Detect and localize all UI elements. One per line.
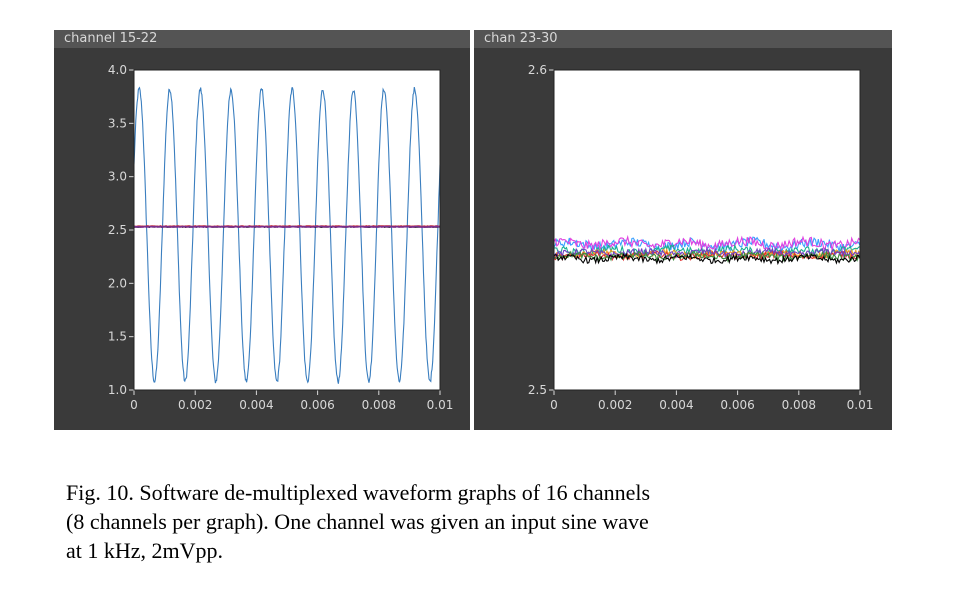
left-y-tick-label: 4.0 (108, 63, 127, 77)
graph-panel-right: chan 23-30 2.5 2.6 0 0.002 0.004 0.006 0.008 0.… (474, 30, 892, 430)
left-x-tick-label: 0.008 (362, 398, 396, 412)
left-series-0 (133, 86, 441, 384)
left-y-tick-label: 1.5 (108, 330, 127, 344)
caption-line-1: Fig. 10. Software de-multiplexed wavefor… (66, 480, 651, 505)
right-series-4 (553, 249, 861, 262)
right-x-tick-label: 0 (550, 398, 558, 412)
left-y-tick-label: 3.0 (108, 170, 127, 184)
right-x-tick-label: 0.004 (659, 398, 693, 412)
left-y-tick-label: 2.0 (108, 276, 127, 290)
right-plot-area (554, 70, 860, 390)
right-plot-frame (553, 69, 861, 391)
caption-line-3: at 1 kHz, 2mVpp. (66, 538, 224, 563)
right-y-tick-label: 2.5 (528, 383, 547, 397)
right-x-tick-label: 0.006 (720, 398, 754, 412)
left-x-tick-label: 0.004 (239, 398, 273, 412)
left-plot-frame (133, 69, 441, 391)
left-x-tick-label: 0 (130, 398, 138, 412)
right-x-tick-label: 0.01 (847, 398, 874, 412)
left-x-tick-label: 0.002 (178, 398, 212, 412)
left-plot-area (134, 70, 440, 390)
graph-title-left: channel 15-22 (54, 30, 470, 48)
left-x-tick-label: 0.006 (300, 398, 334, 412)
left-y-tick-label: 2.5 (108, 223, 127, 237)
caption-line-2: (8 channels per graph). One channel was … (66, 509, 649, 534)
waveform-graph-left: 1.0 1.5 2.0 2.5 3.0 3.5 4.0 0 0.002 0.004 0.006 0.0… (108, 63, 454, 412)
figure-caption: Fig. 10. Software de-multiplexed wavefor… (66, 478, 886, 565)
right-x-tick-label: 0.008 (782, 398, 816, 412)
left-x-tick-label: 0.01 (427, 398, 454, 412)
graph-panel-left: channel 15-22 1.0 1.5 2.0 2.5 3.0 3.5 4.0 0 0.00… (54, 30, 470, 430)
right-series-6 (553, 250, 861, 263)
waveform-graph-right: 2.5 2.6 0 0.002 0.004 0.006 0.008 0.01 (528, 63, 874, 412)
left-y-tick-label: 3.5 (108, 116, 127, 130)
left-y-tick-label: 1.0 (108, 383, 127, 397)
right-series-7 (553, 252, 861, 266)
right-series-5 (553, 246, 861, 260)
graph-title-right: chan 23-30 (474, 30, 892, 48)
right-x-tick-label: 0.002 (598, 398, 632, 412)
right-y-tick-label: 2.6 (528, 63, 547, 77)
left-series-3 (134, 225, 441, 228)
